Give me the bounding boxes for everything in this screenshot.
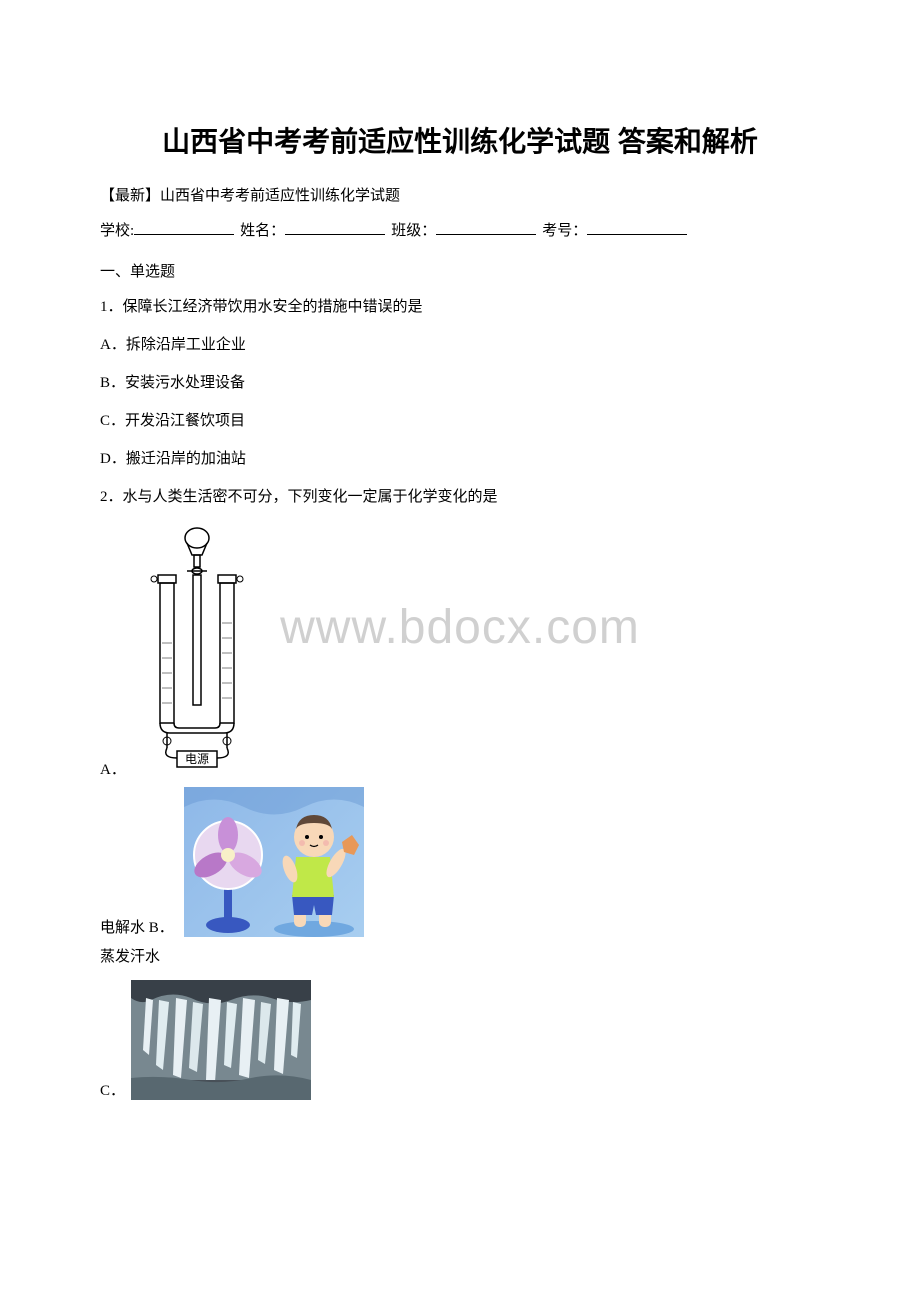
waterfall-image: [131, 980, 311, 1100]
q2-option-a-letter: A．: [100, 758, 126, 779]
page-title: 山西省中考考前适应性训练化学试题 答案和解析: [100, 120, 820, 160]
section-header: 一、单选题: [100, 260, 820, 281]
q2-label-sweat: 蒸发汗水: [100, 945, 820, 966]
class-label: 班级：: [391, 219, 436, 240]
q2-option-a-row: A．: [100, 523, 820, 779]
q2-option-c-row: C．: [100, 980, 820, 1100]
form-line: 学校: 姓名： 班级： 考号：: [100, 219, 820, 240]
q1-stem: 1．保障长江经济带饮用水安全的措施中错误的是: [100, 295, 820, 319]
electrolysis-svg: 电源: [132, 523, 262, 773]
q2-label-electrolysis: 电解水 B．: [100, 916, 174, 937]
name-label: 姓名：: [240, 219, 285, 240]
document-content: 山西省中考考前适应性训练化学试题 答案和解析 【最新】山西省中考考前适应性训练化…: [100, 120, 820, 1100]
exam-no-field[interactable]: [587, 234, 687, 235]
subtitle: 【最新】山西省中考考前适应性训练化学试题: [100, 184, 820, 205]
school-field[interactable]: [134, 234, 234, 235]
q1-option-c: C．开发沿江餐饮项目: [100, 409, 820, 433]
fan-svg: [184, 787, 364, 937]
school-label: 学校:: [100, 219, 134, 240]
q2-option-b-row: 电解水 B．: [100, 787, 820, 937]
q1-option-b: B．安装污水处理设备: [100, 371, 820, 395]
q2-stem: 2．水与人类生活密不可分，下列变化一定属于化学变化的是: [100, 485, 820, 509]
power-label: 电源: [185, 752, 209, 766]
exam-no-label: 考号：: [542, 219, 587, 240]
waterfall-svg: [131, 980, 311, 1100]
q1-option-d: D．搬迁沿岸的加油站: [100, 447, 820, 471]
electrolysis-diagram: 电源: [132, 523, 262, 773]
q1-option-a: A．拆除沿岸工业企业: [100, 333, 820, 357]
fan-image: [184, 787, 364, 937]
name-field[interactable]: [285, 234, 385, 235]
class-field[interactable]: [436, 234, 536, 235]
q2-option-c-letter: C．: [100, 1079, 125, 1100]
